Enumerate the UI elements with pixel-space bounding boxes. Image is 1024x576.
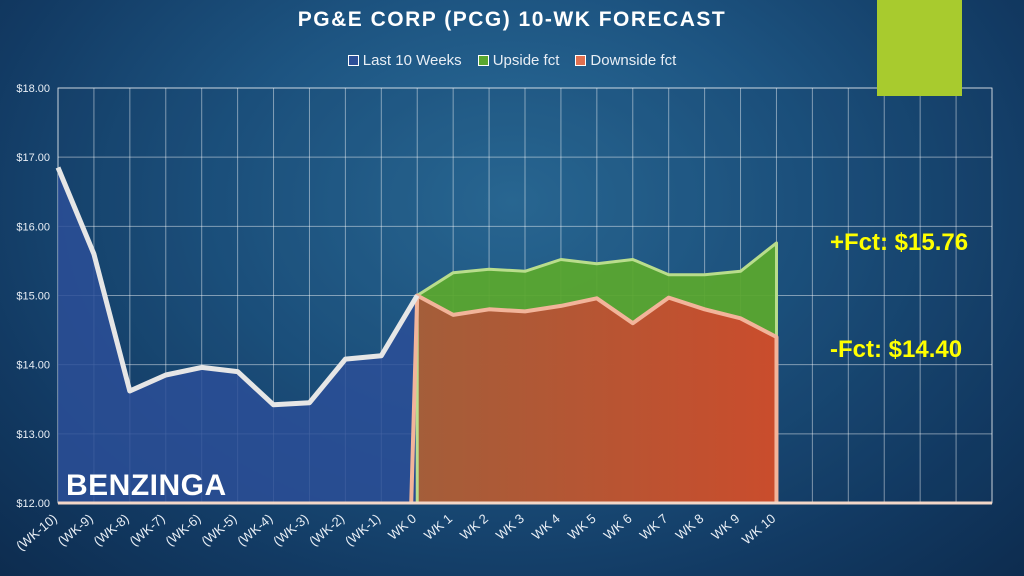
x-tick-label: WK 8 — [673, 511, 707, 543]
legend-item-history[interactable]: Last 10 Weeks — [347, 52, 462, 69]
x-tick-label: (WK-3) — [270, 511, 311, 549]
x-tick-label: (WK-4) — [234, 511, 275, 549]
x-tick-label: WK 6 — [601, 511, 635, 543]
chart-title: PG&E CORP (PCG) 10-WK FORECAST — [297, 8, 727, 31]
x-tick-label: (WK-10) — [13, 511, 60, 554]
x-tick-label: WK 10 — [739, 511, 779, 548]
x-tick-label: (WK-8) — [91, 511, 132, 549]
x-tick-label: WK 9 — [708, 511, 742, 543]
y-tick-label: $15.00 — [16, 291, 50, 303]
downside-line — [409, 293, 779, 504]
x-tick-label: WK 5 — [565, 511, 599, 543]
x-tick-label: WK 4 — [529, 511, 563, 543]
legend-swatch-downside — [575, 55, 587, 66]
legend-item-downside[interactable]: Downside fct — [575, 52, 676, 69]
x-tick-label: (WK-2) — [306, 511, 347, 549]
x-tick-label: WK 7 — [637, 511, 671, 543]
legend-label-downside: Downside fct — [590, 52, 677, 69]
chart-legend: Last 10 Weeks Upside fct Downside fct — [0, 52, 1024, 69]
legend-label-history: Last 10 Weeks — [362, 52, 462, 69]
legend-item-upside[interactable]: Upside fct — [477, 52, 560, 69]
y-tick-label: $17.00 — [16, 152, 50, 164]
downside-area — [417, 295, 777, 503]
y-tick-label: $14.00 — [16, 360, 50, 372]
upside-line — [415, 241, 778, 504]
y-axis-ticks: $12.00 $13.00 $14.00 $15.00 $16.00 $17.00 $18.… — [16, 83, 50, 510]
x-tick-label: (WK-1) — [342, 511, 383, 549]
chart-lines — [55, 166, 992, 505]
x-tick-label: WK 0 — [385, 511, 419, 543]
x-tick-label: (WK-9) — [55, 511, 96, 549]
downside-forecast-label: -Fct: $14.40 — [830, 336, 963, 363]
y-tick-label: $13.00 — [16, 429, 50, 441]
brand-logo: BENZINGA — [66, 469, 227, 502]
legend-swatch-upside — [477, 55, 489, 66]
x-tick-label: (WK-5) — [198, 511, 239, 549]
x-axis-ticks: (WK-10)(WK-9)(WK-8)(WK-7)(WK-6)(WK-5)(WK… — [13, 511, 778, 554]
history-line — [55, 166, 420, 408]
x-tick-label: WK 2 — [457, 511, 491, 543]
x-tick-label: WK 3 — [493, 511, 527, 543]
x-tick-label: WK 1 — [421, 511, 455, 543]
x-tick-label: (WK-7) — [127, 511, 168, 549]
x-tick-label: (WK-6) — [162, 511, 203, 549]
legend-label-upside: Upside fct — [492, 52, 560, 69]
y-tick-label: $16.00 — [16, 221, 50, 233]
legend-swatch-history — [347, 55, 359, 66]
y-tick-label: $12.00 — [16, 498, 50, 510]
accent-bar — [877, 0, 962, 96]
history-area — [58, 167, 418, 503]
y-tick-label: $18.00 — [16, 83, 50, 95]
upside-forecast-label: +Fct: $15.76 — [830, 229, 969, 256]
chart-areas — [58, 167, 777, 503]
